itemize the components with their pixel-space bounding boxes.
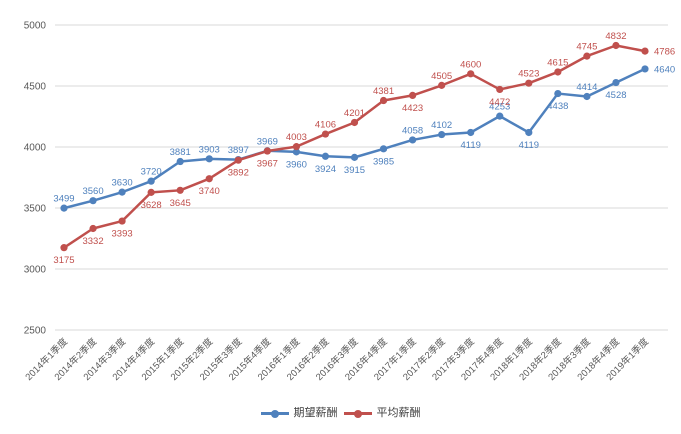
average-salary-legend-marker-icon xyxy=(343,409,372,418)
average-salary-data-label: 4615 xyxy=(547,57,568,68)
expected-salary-data-label: 3499 xyxy=(53,194,74,205)
average-salary-data-label: 4423 xyxy=(402,103,423,114)
average-salary-point xyxy=(583,52,591,60)
expected-salary-data-label: 4640 xyxy=(654,64,675,75)
average-salary-point xyxy=(89,224,97,233)
expected-salary-data-label: 4102 xyxy=(431,120,452,131)
expected-salary-line xyxy=(63,67,646,210)
y-axis-tick-label: 2500 xyxy=(24,326,47,337)
y-axis-tick-label: 4500 xyxy=(24,82,47,93)
expected-salary-data-label: 3630 xyxy=(112,178,133,189)
average-salary-point xyxy=(379,96,388,105)
legend-item-average-salary: 平均薪酬 xyxy=(343,407,421,419)
expected-salary-data-label: 4438 xyxy=(547,101,568,112)
average-salary-data-label: 3892 xyxy=(228,168,249,179)
average-salary-data-label: 3393 xyxy=(112,229,133,240)
average-salary-point xyxy=(321,130,330,138)
expected-salary-data-label: 3903 xyxy=(199,144,220,155)
average-salary-point xyxy=(350,118,359,127)
average-salary-data-label: 3740 xyxy=(199,186,220,197)
average-salary-data-label: 4600 xyxy=(460,59,481,70)
expected-salary-point xyxy=(554,89,562,98)
expected-salary-data-label: 3881 xyxy=(170,147,191,158)
y-axis-tick-label: 5000 xyxy=(24,21,47,32)
average-salary-point xyxy=(438,81,446,89)
average-salary-point xyxy=(612,41,620,50)
expected-salary-point xyxy=(118,188,126,196)
average-salary-point xyxy=(525,79,533,87)
average-salary-data-label: 3175 xyxy=(53,255,74,266)
expected-salary-point xyxy=(467,128,475,137)
expected-salary-point xyxy=(176,157,184,166)
average-salary-point xyxy=(263,147,271,155)
expected-salary-data-label: 3897 xyxy=(228,145,249,156)
expected-salary-data-label: 4253 xyxy=(489,102,510,113)
legend-item-expected-salary: 期望薪酬 xyxy=(260,407,338,419)
average-salary-data-label: 4786 xyxy=(654,47,675,58)
average-salary-data-label: 4745 xyxy=(576,42,597,53)
expected-salary-point xyxy=(205,155,213,163)
chart-plot-area: 5000450040003500300025002014年1季度2014年2季度… xyxy=(23,21,675,383)
expected-salary-point xyxy=(612,78,620,87)
average-salary-point xyxy=(467,70,475,78)
legend-label-average-salary: 平均薪酬 xyxy=(376,407,421,419)
expected-salary-data-label: 3924 xyxy=(315,164,336,175)
y-axis-tick-label: 3500 xyxy=(24,204,47,215)
y-axis-tick-label: 3000 xyxy=(24,265,47,276)
average-salary-point xyxy=(292,143,300,151)
average-salary-point xyxy=(176,186,184,194)
average-salary-data-label: 3332 xyxy=(82,236,103,247)
expected-salary-data-label: 4058 xyxy=(402,125,423,136)
expected-salary-data-label: 3915 xyxy=(344,165,365,176)
average-salary-data-label: 3628 xyxy=(141,200,162,211)
expected-salary-point xyxy=(292,148,300,156)
legend: 期望薪酬 平均薪酬 xyxy=(0,408,681,419)
expected-salary-legend-marker-icon xyxy=(260,409,289,418)
expected-salary-point xyxy=(379,145,388,153)
average-salary-point xyxy=(641,47,649,55)
expected-salary-point xyxy=(496,112,504,120)
average-salary-data-label: 4505 xyxy=(431,71,452,82)
average-salary-data-label: 4003 xyxy=(286,132,307,143)
expected-salary-point xyxy=(641,65,649,73)
expected-salary-data-label: 3560 xyxy=(82,186,103,197)
y-axis-tick-label: 4000 xyxy=(24,143,47,154)
expected-salary-point xyxy=(409,136,417,144)
average-salary-point xyxy=(147,188,155,196)
expected-salary-point xyxy=(525,128,533,137)
expected-salary-data-label: 4528 xyxy=(605,90,626,101)
expected-salary-data-label: 3960 xyxy=(286,159,307,170)
expected-salary-data-label: 3985 xyxy=(373,156,394,167)
average-salary-point xyxy=(409,91,417,99)
expected-salary-point xyxy=(438,130,446,139)
expected-salary-point xyxy=(147,177,155,185)
average-salary-data-label: 4381 xyxy=(373,86,394,97)
average-salary-point xyxy=(118,217,126,225)
expected-salary-point xyxy=(583,92,591,101)
average-salary-data-label: 4523 xyxy=(518,69,539,80)
average-salary-point xyxy=(554,68,562,76)
average-salary-data-label: 3645 xyxy=(170,198,191,209)
average-salary-data-label: 4106 xyxy=(315,120,336,131)
expected-salary-point xyxy=(350,153,359,161)
average-salary-point xyxy=(234,156,242,164)
expected-salary-data-label: 4119 xyxy=(519,140,539,151)
expected-salary-point xyxy=(60,204,68,212)
average-salary-point xyxy=(496,85,504,94)
expected-salary-data-label: 3969 xyxy=(257,136,278,147)
average-salary-data-label: 4201 xyxy=(344,108,365,119)
expected-salary-point xyxy=(321,152,330,160)
expected-salary-point xyxy=(89,197,97,205)
expected-salary-data-label: 4119 xyxy=(460,140,480,151)
average-salary-data-label: 4832 xyxy=(605,31,626,42)
average-salary-point xyxy=(60,244,68,252)
expected-salary-data-label: 3720 xyxy=(141,167,162,178)
average-salary-data-label: 4472 xyxy=(489,97,510,108)
legend-label-expected-salary: 期望薪酬 xyxy=(293,407,338,419)
average-salary-data-label: 3967 xyxy=(257,159,278,170)
expected-salary-data-label: 4414 xyxy=(576,82,597,93)
average-salary-point xyxy=(205,175,213,183)
